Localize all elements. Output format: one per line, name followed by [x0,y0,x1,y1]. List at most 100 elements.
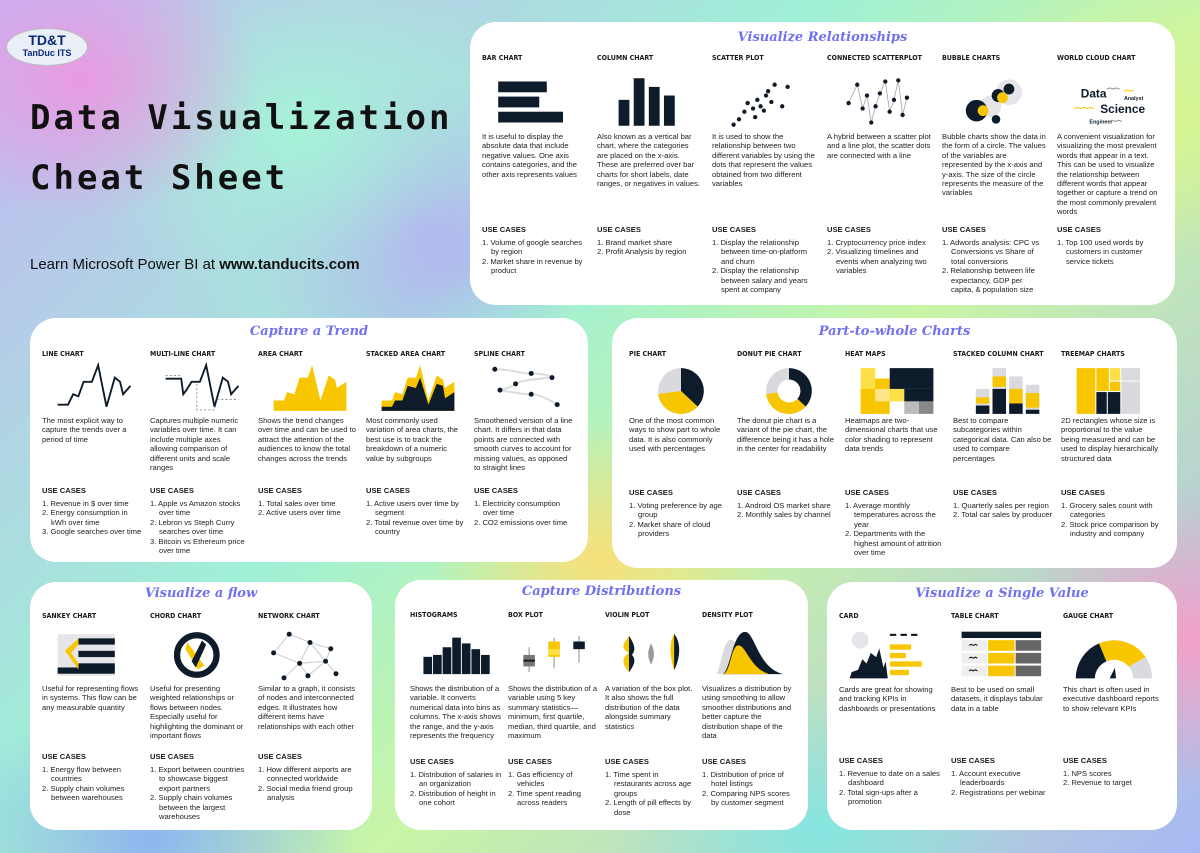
section-title: Part-to-whole Charts [818,324,971,339]
learn-line: Learn Microsoft Power BI at www.tanducit… [30,256,360,273]
use-case-text: Length of pill effects by dose [613,798,691,817]
use-case-text: Monthly sales by channel [745,510,831,520]
chart-card: Donut Pie Chart The donut pie chart is a… [737,318,841,568]
chart-description: The most explicit way to capture the tre… [42,416,127,444]
use-case-item: 1. Account executive leaderboards [951,769,1021,788]
use-case-item: 1. Quarterly sales per region [953,501,1049,510]
chart-description: Shows the trend changes over time and ca… [258,416,356,463]
use-case-text: Stock price comparison by industry and c… [1069,519,1159,539]
chart-card: Card Cards are great for showing and tra… [839,582,945,830]
histogram-icon [423,637,490,675]
use-case-list: 1. Total sales over time 2. Active users … [258,499,358,518]
chart-description: It is used to show the relationship betw… [712,132,815,189]
tanduc-logo[interactable]: TD&T TanDuc ITS [6,28,88,66]
use-case-text: Supply chain volumes between the largest… [158,793,233,822]
use-case-text: Comparing NPS scores by customer segment [710,788,790,808]
use-case-item: 1. Cryptocurrency price index [827,238,926,247]
word-data: Data [1081,87,1107,101]
chart-name: Donut Pie Chart [737,350,802,358]
use-cases-heading: USE CASES [150,752,194,761]
chart-name: Violin Plot [605,611,650,619]
use-case-list: 1. Revenue to date on a sales dashboard 2… [839,769,941,807]
chart-description: The donut pie chart is a variant of the … [737,416,834,454]
use-case-text: Registrations per webinar [959,787,1046,797]
chart-name: Pie Chart [629,350,667,358]
chart-card: Table Chart Best to be used on small dat… [951,582,1057,830]
chart-name: Table Chart [951,612,999,620]
use-case-list: 1. Distribution of price of hotel listin… [702,770,794,808]
use-case-text: Total revenue over time by country [374,517,464,537]
use-case-text: Total car sales by producer [961,510,1053,520]
panel-visualize-a-flow: Visualize a flow Sankey Chart Useful for… [30,582,372,830]
use-case-text: Total sales over time [266,499,336,508]
stacked-area-chart-icon [381,365,455,411]
use-case-item: 1. Active users over time by segment [366,499,459,518]
use-case-text: Quarterly sales per region [961,501,1049,510]
use-case-list: 1. Brand market share 2. Profit Analysis … [597,238,701,257]
use-case-text: Revenue to target [1071,778,1132,788]
chord-chart-icon [173,632,220,678]
panel-part-to-whole-charts: Part-to-whole Charts Pie Chart One of th… [612,318,1177,568]
use-case-list: 1. NPS scores 2. Revenue to target [1063,769,1165,788]
bubble-chart-icon [965,79,1022,124]
chart-description: Visualizes a distribution by using smoot… [702,684,792,741]
chart-name: Spline Chart [474,350,525,358]
word-engineer: Engineer [1089,120,1113,126]
use-case-list: 1. Android OS market share 2. Monthly sal… [737,501,837,520]
chart-card: Pie Chart One of the most common ways to… [629,318,733,568]
use-case-text: NPS scores [1071,769,1112,778]
use-case-list: 1. Energy flow between countries 2. Suppl… [42,765,142,803]
use-case-list: 1. Gas efficiency of vehicles 2. Time spe… [508,770,600,808]
chart-description: A variation of the box plot. It also sho… [605,684,693,731]
panel-visualize-a-single-value: Visualize a Single Value Card Cards are … [827,582,1177,830]
chart-card: Bubble Charts Bubble charts show the dat… [942,22,1050,305]
chart-name: Connected Scatterplot [827,54,922,62]
section-title: Visualize a Single Value [915,586,1089,601]
use-case-item: 1. Top 100 used words by customers in cu… [1057,238,1144,266]
use-case-item: 2. Visualizing timelines and events when… [827,247,927,276]
use-cases-heading: USE CASES [150,486,194,495]
use-case-text: Cryptocurrency price index [835,238,926,247]
website-link[interactable]: www.tanducits.com [219,256,360,273]
use-cases-heading: USE CASES [258,752,302,761]
use-cases-heading: USE CASES [410,757,454,766]
section-title: Visualize a flow [144,586,258,601]
chart-card: Heat Maps Heatmaps are two-dimensional c… [845,318,949,568]
use-case-item: 1. Energy flow between countries [42,765,121,784]
use-case-list: 1. Quarterly sales per region 2. Total ca… [953,501,1053,520]
use-case-text: Time spent reading across readers [516,788,582,808]
chart-name: Bar Chart [482,54,523,62]
use-case-item: 2. Revenue to target [1063,778,1132,788]
violin-plot-icon [623,633,680,673]
use-case-item: 2. Active users over time [258,508,341,518]
use-cases-heading: USE CASES [42,486,86,495]
use-case-list: 1. Electricity consumption over time 2. C… [474,499,574,527]
use-case-list: 1. Export between countries to showcase … [150,765,250,821]
use-case-text: Time spent in restaurants across age gro… [613,770,692,798]
use-case-list: 1. How different airports are connected … [258,765,358,803]
connected-scatterplot-icon [846,78,910,125]
chart-name: Treemap Charts [1061,350,1125,358]
chart-card: Network Chart Similar to a graph, it con… [258,582,362,830]
chart-name: Box Plot [508,611,543,619]
box-plot-icon [523,635,585,673]
use-case-item: 1. Revenue to date on a sales dashboard [839,769,940,788]
chart-card: Bar Chart It is useful to display the ab… [482,22,590,305]
chart-description: Useful for representing flows in systems… [42,684,139,712]
chart-description: It is useful to display the absolute dat… [482,132,577,179]
use-case-text: Apple vs Amazon stocks over time [158,499,241,518]
use-case-text: Google searches over time [50,527,142,537]
use-case-item: 1. Total sales over time [258,499,336,508]
chart-description: Bubble charts show the data in the form … [942,132,1046,198]
pie-chart-icon [658,368,704,414]
use-case-text: Electricity consumption over time [482,499,561,518]
use-case-item: 2. Departments with the highest amount o… [845,529,942,558]
stacked-column-chart-icon [975,368,1040,414]
use-case-text: Market share of cloud providers [637,519,711,539]
chart-name: Stacked Column Chart [953,350,1044,358]
use-case-item: 1. NPS scores [1063,769,1112,778]
use-case-item: 2. Market share of cloud providers [629,519,711,539]
use-cases-heading: USE CASES [482,225,526,234]
use-case-text: Gas efficiency of vehicles [516,770,573,789]
chart-card: Stacked Column Chart Best to compare sub… [953,318,1057,568]
